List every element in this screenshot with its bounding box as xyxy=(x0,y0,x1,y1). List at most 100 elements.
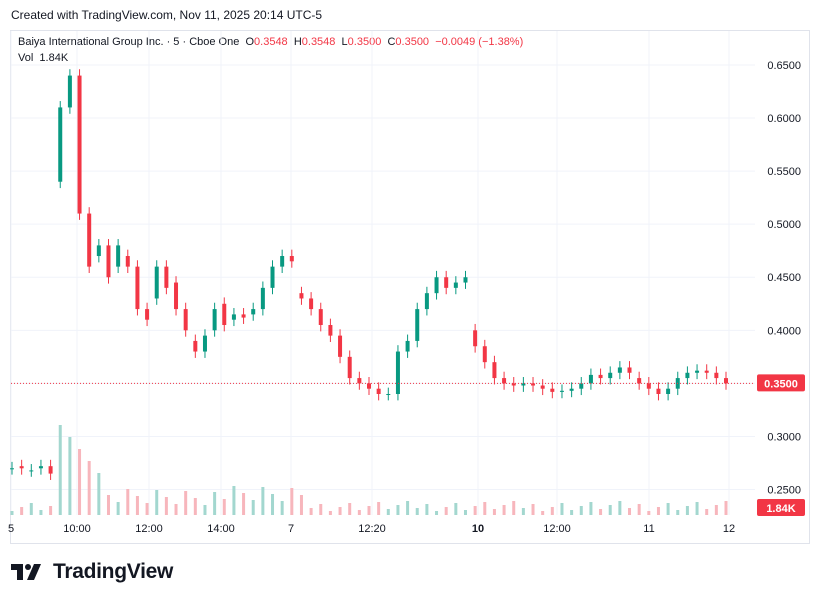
price-tick-label: 0.6500 xyxy=(767,60,801,72)
volume-bar xyxy=(299,495,303,515)
time-tick-label: 12:00 xyxy=(543,523,571,535)
last-price-badge xyxy=(757,374,805,392)
volume-bar xyxy=(174,504,178,515)
candle-body xyxy=(463,277,468,283)
candle-body xyxy=(318,309,323,326)
candle-body xyxy=(106,245,111,278)
candle-body xyxy=(608,372,613,379)
volume-bar xyxy=(97,473,101,515)
tradingview-logo: TradingView xyxy=(11,560,173,584)
volume-bar xyxy=(213,492,217,515)
volume-bar xyxy=(435,511,439,515)
candle-body xyxy=(222,303,227,326)
volume-bar xyxy=(531,504,535,515)
volume-badge-label: 1.84K xyxy=(766,503,795,515)
candle-body xyxy=(289,256,294,262)
volume-bar xyxy=(135,496,139,515)
volume-bar xyxy=(29,503,33,515)
candle-body xyxy=(473,330,478,347)
price-tick-label: 0.2500 xyxy=(767,485,801,497)
created-with-text: Created with TradingView.com, Nov 11, 20… xyxy=(11,8,323,22)
candle-body xyxy=(241,314,246,318)
volume-bar xyxy=(309,508,313,515)
candle-body xyxy=(96,245,101,257)
time-tick-label: 10:00 xyxy=(63,523,91,535)
candle-body xyxy=(125,256,130,267)
candle-body xyxy=(482,346,487,363)
candle-body xyxy=(540,385,545,389)
candle-body xyxy=(395,351,400,394)
candle-body xyxy=(695,370,700,373)
candle-body xyxy=(502,378,507,384)
volume-bar xyxy=(599,509,603,515)
volume-bar xyxy=(203,505,207,515)
candle-body xyxy=(424,293,429,310)
candle-body xyxy=(685,372,690,379)
candle-body xyxy=(598,374,603,379)
volume-bar xyxy=(637,504,641,515)
candle-body xyxy=(559,390,564,392)
candle-body xyxy=(260,287,265,310)
price-axis[interactable]: 0.6500 0.6000 0.5500 0.5000 0.4500 0.4000 0.35… xyxy=(767,60,801,497)
volume-bar xyxy=(512,501,516,515)
candle-body xyxy=(714,372,719,379)
candle-body xyxy=(386,394,391,395)
candle-body xyxy=(135,266,140,310)
candle-body xyxy=(347,356,352,379)
candle-body xyxy=(10,468,14,470)
time-axis[interactable]: 5 10:00 12:00 14:00 7 12:20 10 12:00 11 12 xyxy=(8,523,735,535)
candle-body xyxy=(174,282,179,310)
low-value: 0.3500 xyxy=(347,36,382,48)
candle-body xyxy=(579,383,584,389)
volume-bar xyxy=(550,507,554,515)
volume-bar xyxy=(406,501,410,515)
price-tick-label: 0.5000 xyxy=(767,219,801,231)
volume-bar xyxy=(87,461,91,515)
volume-bar xyxy=(145,503,149,515)
candle-body xyxy=(280,256,285,267)
candle-body xyxy=(492,362,497,379)
symbol-legend: Baiya International Group Inc. · 5 · Cbo… xyxy=(18,36,523,48)
volume-bar xyxy=(78,449,82,515)
volume-bar xyxy=(502,505,506,515)
candle-body xyxy=(550,388,555,392)
candle-body xyxy=(627,367,632,373)
candle-body xyxy=(48,466,53,474)
price-tick-label: 0.3000 xyxy=(767,431,801,443)
volume-bar xyxy=(348,503,352,515)
candle-body xyxy=(521,383,526,386)
volume-bar xyxy=(68,437,72,515)
volume-bar xyxy=(521,508,525,515)
grid-lines xyxy=(10,31,755,515)
volume-bar xyxy=(666,503,670,515)
symbol-title[interactable]: Baiya International Group Inc. · 5 · Cbo… xyxy=(18,36,240,48)
candle-body xyxy=(617,367,622,373)
volume-bar xyxy=(628,508,632,515)
volume-bar xyxy=(647,511,651,515)
volume-bars xyxy=(10,425,728,515)
volume-bar xyxy=(367,506,371,515)
candle-body xyxy=(212,309,217,331)
low-label: L xyxy=(341,36,348,48)
time-tick-label: 14:00 xyxy=(207,523,235,535)
candle-body xyxy=(270,266,275,288)
time-tick-label: 12 xyxy=(723,523,735,535)
volume-bar xyxy=(10,511,14,515)
volume-bar xyxy=(106,495,110,515)
time-tick-label: 7 xyxy=(288,523,294,535)
volume-bar xyxy=(444,507,448,515)
candle-body xyxy=(231,314,236,320)
candle-body xyxy=(367,383,371,389)
volume-bar xyxy=(483,502,487,515)
volume-bar xyxy=(20,507,24,515)
candle-body xyxy=(569,388,574,391)
volume-bar xyxy=(589,502,593,515)
candle-body xyxy=(299,293,304,299)
high-label: H xyxy=(293,36,302,48)
volume-bar xyxy=(695,502,699,515)
candle-body xyxy=(251,309,256,315)
candle-body xyxy=(444,277,449,288)
price-tick-label: 0.5500 xyxy=(767,166,801,178)
volume-bar xyxy=(328,511,332,515)
